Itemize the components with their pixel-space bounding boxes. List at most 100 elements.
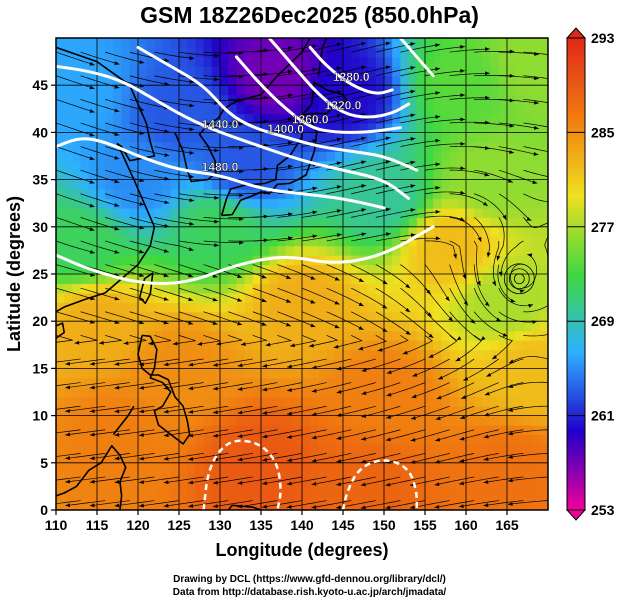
heatmap-cell — [170, 434, 180, 445]
heatmap-cell — [367, 462, 377, 473]
heatmap-cell — [531, 160, 541, 171]
heatmap-cell — [105, 415, 114, 426]
streamline-arrow — [311, 505, 317, 509]
heatmap-cell — [179, 481, 188, 492]
streamline-arrow — [139, 409, 144, 414]
heatmap-cell — [162, 132, 172, 143]
heatmap-cell — [416, 283, 426, 294]
streamline-arrow — [114, 456, 120, 461]
heatmap-cell — [531, 292, 541, 303]
heatmap-cell — [236, 387, 246, 398]
heatmap-cell — [343, 358, 352, 369]
heatmap-cell — [531, 132, 541, 143]
heatmap-cell — [433, 274, 442, 285]
streamline — [473, 240, 481, 286]
heatmap-cell — [318, 443, 328, 454]
heatmap-cell — [236, 179, 246, 190]
heatmap-cell — [441, 396, 451, 407]
heatmap-cell — [203, 104, 213, 115]
streamline — [311, 382, 352, 392]
heatmap-cell — [252, 264, 262, 275]
heatmap-cell — [474, 189, 483, 200]
streamline — [473, 288, 502, 322]
streamline — [286, 453, 327, 462]
heatmap-cell — [343, 425, 352, 436]
streamline — [56, 476, 57, 478]
heatmap-cell — [269, 94, 278, 105]
heatmap-cell — [220, 85, 229, 96]
streamline-arrow — [89, 385, 95, 390]
streamline-arrow — [261, 274, 267, 279]
heatmap-cell — [531, 47, 541, 58]
heatmap-cell — [277, 396, 287, 407]
streamline — [498, 146, 539, 156]
heatmap-cell — [261, 274, 270, 285]
heatmap-cell — [384, 396, 393, 407]
heatmap-cell — [367, 396, 377, 407]
heatmap-cell — [244, 415, 254, 426]
heatmap-cell — [113, 368, 123, 379]
heatmap-cell — [293, 151, 303, 162]
heatmap-cell — [236, 104, 246, 115]
heatmap-cell — [80, 207, 90, 218]
heatmap-cell — [72, 387, 82, 398]
heatmap-cell — [113, 189, 123, 200]
heatmap-cell — [515, 368, 524, 379]
heatmap-cell — [121, 66, 131, 77]
streamline-arrow — [237, 410, 243, 415]
heatmap-cell — [310, 132, 319, 143]
heatmap-cell — [507, 274, 516, 285]
heatmap-cell — [539, 387, 548, 398]
heatmap-cell — [179, 472, 188, 483]
heatmap-cell — [236, 462, 246, 473]
heatmap-cell — [211, 151, 221, 162]
colorbar-tick-label: 293 — [591, 30, 615, 46]
heatmap-cell — [195, 207, 205, 218]
heatmap-cell — [146, 189, 155, 200]
heatmap-cell — [203, 198, 213, 209]
heatmap-cell — [433, 94, 442, 105]
streamline — [252, 70, 293, 77]
heatmap-cell — [285, 189, 295, 200]
streamline — [105, 240, 145, 254]
heatmap-cell — [334, 358, 344, 369]
heatmap-cell — [72, 434, 82, 445]
heatmap-cell — [498, 406, 508, 417]
heatmap-cell — [56, 377, 65, 388]
heatmap-cell — [523, 462, 533, 473]
heatmap-cell — [187, 340, 196, 351]
heatmap-cell — [433, 75, 442, 86]
heatmap-cell — [220, 122, 229, 133]
heatmap-cell — [498, 368, 508, 379]
streamline-arrow — [310, 275, 316, 280]
heatmap-cell — [425, 425, 434, 436]
streamline-arrow — [483, 503, 489, 508]
heatmap-cell — [138, 368, 147, 379]
heatmap-cell — [121, 358, 131, 369]
heatmap-cell — [343, 500, 352, 510]
streamline — [252, 287, 292, 303]
streamline — [89, 500, 130, 507]
heatmap-cell — [318, 434, 328, 445]
heatmap-cell — [515, 340, 524, 351]
streamline-arrow — [336, 113, 342, 118]
heatmap-cell — [326, 113, 336, 124]
heatmap-cell — [154, 104, 164, 115]
heatmap-cell — [154, 387, 164, 398]
heatmap-cell — [236, 292, 246, 303]
heatmap-cell — [351, 311, 360, 322]
heatmap-cell — [408, 340, 418, 351]
cyclone-streamline — [503, 263, 535, 295]
streamline — [493, 240, 500, 287]
heatmap-cell — [129, 38, 139, 49]
heatmap-cell — [466, 189, 475, 200]
heatmap-cell — [72, 462, 82, 473]
heatmap-cell — [121, 38, 131, 49]
heatmap-cell — [449, 396, 459, 407]
streamline — [114, 476, 155, 483]
heatmap-cell — [162, 425, 172, 436]
heatmap-cell — [466, 358, 475, 369]
heatmap-cell — [195, 47, 205, 58]
heatmap-cell — [408, 132, 418, 143]
heatmap-cell — [490, 434, 500, 445]
